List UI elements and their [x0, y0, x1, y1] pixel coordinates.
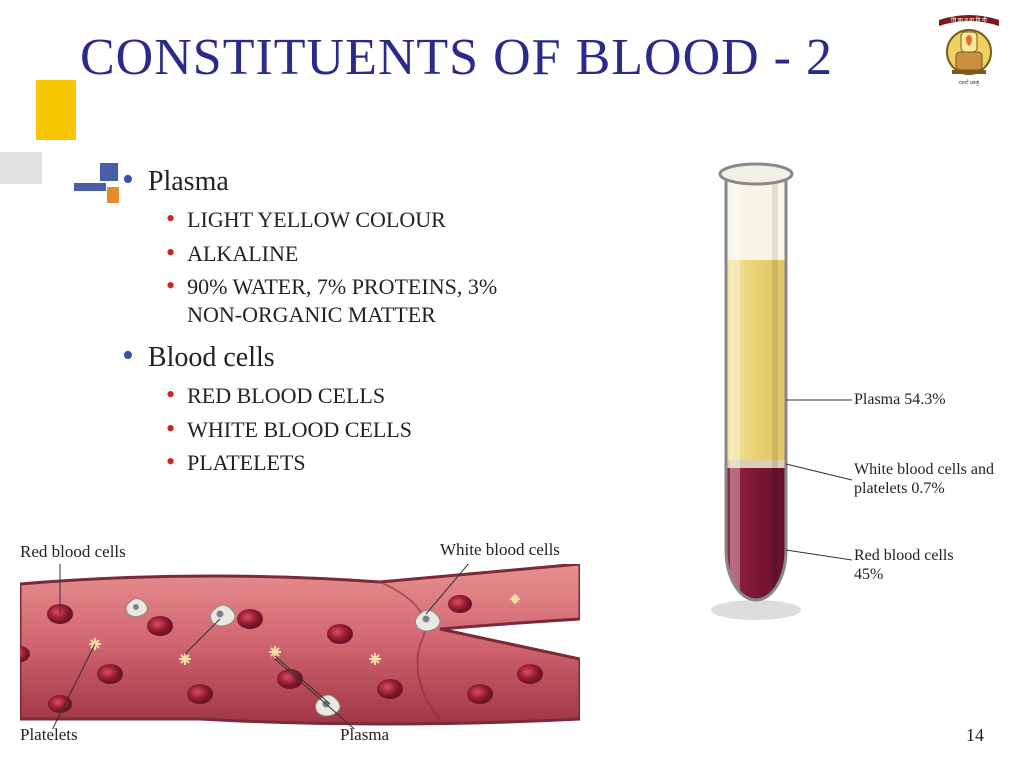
vessel-label-wbc: White blood cells: [440, 540, 560, 560]
bullet-icon: •: [166, 243, 175, 264]
deco-blue-square: [100, 163, 118, 181]
test-tube-diagram: Plasma 54.3% White blood cells and plate…: [664, 150, 984, 630]
deco-blue-rect: [74, 183, 106, 191]
bullet-text: WHITE BLOOD CELLS: [187, 416, 412, 444]
bullet-icon: •: [166, 209, 175, 230]
bullet-icon: •: [122, 344, 134, 368]
vessel-label-rbc: Red blood cells: [20, 542, 126, 562]
slide-title: CONSTITUENTS OF BLOOD - 2: [80, 28, 833, 87]
slide: CONSTITUENTS OF BLOOD - 2 वि ज्ञा न वा ह…: [0, 0, 1024, 768]
bullet-label: Blood cells: [148, 342, 275, 374]
tube-label-rbc: Red blood cells 45%: [854, 546, 984, 584]
bullet-text: 90% WATER, 7% PROTEINS, 3% NON-ORGANIC M…: [187, 273, 526, 328]
bullet-text: ALKALINE: [187, 240, 298, 268]
vessel-label-platelets: Platelets: [20, 725, 78, 745]
bullet-icon: •: [166, 385, 175, 406]
deco-yellow-block: [36, 80, 76, 140]
bullet-plasma-item: • 90% WATER, 7% PROTEINS, 3% NON-ORGANIC…: [166, 273, 526, 328]
deco-orange-block: [107, 187, 119, 203]
content-list: • Plasma • LIGHT YELLOW COLOUR • ALKALIN…: [122, 158, 622, 483]
bullet-blood-cells: • Blood cells: [122, 342, 622, 374]
bullet-cells-item: • RED BLOOD CELLS: [166, 382, 622, 410]
bullet-text: LIGHT YELLOW COLOUR: [187, 206, 446, 234]
bullet-icon: •: [166, 419, 175, 440]
tube-label-buffy: White blood cells and platelets 0.7%: [854, 460, 994, 498]
bullet-text: RED BLOOD CELLS: [187, 382, 385, 410]
deco-grey-bar: [0, 152, 42, 184]
page-number: 14: [966, 725, 984, 746]
bullet-text: PLATELETS: [187, 449, 306, 477]
bullet-icon: •: [166, 276, 175, 297]
bullet-plasma: • Plasma: [122, 166, 622, 198]
bullet-plasma-item: • LIGHT YELLOW COLOUR: [166, 206, 622, 234]
svg-text:वि ज्ञा न वा हि नी: वि ज्ञा न वा हि नी: [951, 16, 987, 24]
bullet-cells-item: • WHITE BLOOD CELLS: [166, 416, 622, 444]
svg-text:ನಾವೆ ಜಾತ್ರ: ನಾವೆ ಜಾತ್ರ: [959, 80, 980, 86]
blood-vessel-diagram: Red blood cells White blood cells Platel…: [20, 540, 580, 734]
bullet-icon: •: [122, 168, 134, 192]
tube-label-plasma: Plasma 54.3%: [854, 390, 984, 409]
bullet-icon: •: [166, 452, 175, 473]
bullet-label: Plasma: [148, 166, 229, 198]
bullet-cells-item: • PLATELETS: [166, 449, 622, 477]
logo: वि ज्ञा न वा हि नी ನಾವೆ ಜಾತ್ರ: [934, 8, 1004, 88]
vessel-label-plasma: Plasma: [340, 725, 389, 745]
bullet-plasma-item: • ALKALINE: [166, 240, 622, 268]
